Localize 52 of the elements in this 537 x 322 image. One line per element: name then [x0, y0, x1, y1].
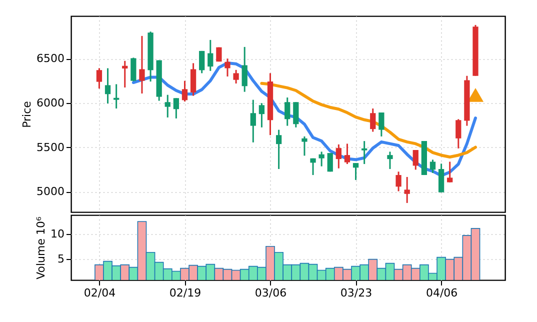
x-tick-label: 03/06	[254, 286, 287, 300]
candlestick	[96, 67, 102, 90]
y-tick-label: 5500	[36, 140, 64, 154]
candlestick	[190, 62, 196, 97]
candlestick	[114, 83, 120, 110]
y-tick-label: 5000	[36, 185, 64, 198]
x-tick-label: 03/23	[340, 286, 372, 300]
candlestick	[224, 58, 230, 78]
x-tick-label: 02/19	[169, 286, 202, 300]
x-tick-label: 04/06	[426, 286, 458, 300]
y-axis-title: Volume 10⁶	[34, 216, 48, 280]
candlestick	[387, 150, 393, 170]
candlestick	[130, 56, 136, 82]
candlestick	[404, 176, 410, 204]
candlestick	[378, 112, 384, 138]
candlestick	[284, 96, 290, 127]
candlestick	[293, 101, 299, 128]
candlestick	[447, 160, 453, 184]
candlestick	[336, 144, 342, 170]
candlestick	[352, 162, 359, 181]
candlestick	[276, 129, 282, 170]
candlestick	[430, 158, 436, 174]
y-tick-label: 5	[58, 252, 64, 266]
candlestick	[438, 162, 444, 194]
candlestick	[208, 39, 214, 72]
candlestick	[327, 152, 333, 172]
candlestick	[182, 80, 188, 102]
candlestick	[302, 136, 308, 156]
candlestick	[362, 140, 368, 165]
line-series	[260, 82, 477, 159]
candlestick	[318, 150, 324, 168]
candlestick	[233, 69, 239, 84]
candlestick	[370, 108, 376, 132]
x-tick-label: 02/04	[84, 286, 116, 300]
candlestick	[199, 50, 205, 74]
candlestick	[250, 99, 256, 144]
candlestick	[139, 35, 145, 94]
candlestick	[412, 149, 418, 170]
candlestick	[104, 67, 111, 104]
y-tick-label: 10	[50, 227, 64, 240]
candlestick	[396, 170, 402, 192]
candlestick	[456, 118, 462, 150]
candlestick	[164, 94, 170, 118]
candlestick	[173, 97, 180, 120]
candlestick	[310, 158, 316, 176]
y-tick-label: 6000	[36, 96, 64, 110]
candlestick	[242, 46, 248, 93]
candlestick	[258, 102, 265, 128]
y-axis-title: Price	[20, 100, 34, 128]
y-tick-label: 6500	[36, 52, 64, 66]
candlestick	[122, 60, 128, 88]
candlestick	[344, 142, 350, 165]
